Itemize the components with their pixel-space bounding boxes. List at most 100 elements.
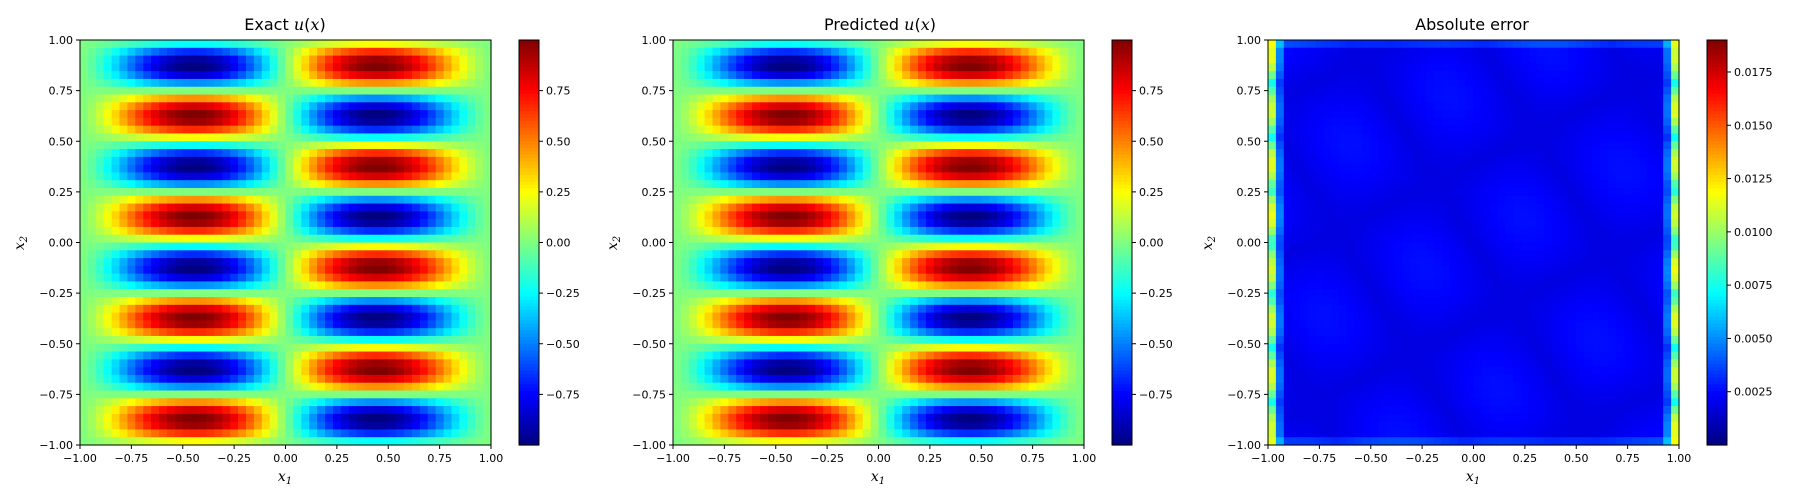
heatmap-cell: [364, 289, 374, 298]
heatmap-cell: [791, 343, 801, 353]
heatmap-cell: [680, 304, 690, 314]
heatmap-cell: [673, 226, 682, 236]
heatmap-cell: [372, 219, 381, 228]
heatmap-cell: [862, 250, 872, 259]
heatmap-cell: [348, 265, 358, 275]
heatmap-cell: [166, 320, 176, 329]
heatmap-cell: [159, 320, 168, 329]
colorbar-segment: [519, 269, 539, 274]
heatmap-cell: [119, 102, 129, 111]
heatmap-cell: [396, 125, 405, 135]
heatmap-cell: [103, 63, 113, 72]
heatmap-cell: [230, 265, 239, 275]
heatmap-cell: [459, 343, 468, 353]
heatmap-cell: [838, 63, 848, 72]
heatmap-cell: [372, 413, 381, 423]
heatmap-cell: [894, 211, 903, 220]
colorbar-segment: [519, 100, 539, 105]
heatmap-cell: [467, 265, 476, 275]
heatmap-cell: [483, 203, 492, 212]
heatmap-cell: [767, 250, 777, 259]
heatmap-cell: [404, 133, 413, 142]
colorbar-segment: [519, 175, 539, 179]
heatmap-cell: [404, 47, 413, 57]
heatmap-cell: [87, 110, 97, 119]
heatmap-cell: [380, 149, 389, 158]
heatmap-cell: [451, 40, 460, 49]
heatmap-cell: [277, 187, 287, 197]
heatmap-cell: [815, 94, 824, 103]
heatmap-cell: [182, 78, 192, 88]
heatmap-cell: [752, 351, 761, 360]
heatmap-cell: [356, 195, 366, 205]
heatmap-cell: [712, 406, 722, 415]
heatmap-cell: [838, 47, 848, 57]
heatmap-cell: [364, 226, 374, 236]
heatmap-cell: [182, 149, 192, 158]
heatmap-cell: [222, 71, 231, 80]
heatmap-cell: [696, 351, 706, 360]
heatmap-cell: [902, 335, 911, 345]
heatmap-cell: [483, 195, 492, 205]
heatmap-cell: [981, 335, 990, 345]
heatmap-cell: [870, 367, 880, 376]
heatmap-cell: [222, 382, 231, 392]
heatmap-cell: [459, 125, 468, 135]
heatmap-cell: [878, 312, 887, 321]
heatmap-cell: [728, 71, 737, 80]
heatmap-cell: [886, 437, 895, 446]
heatmap-cell: [277, 351, 287, 360]
colorbar-segment: [519, 357, 539, 362]
heatmap-cell: [317, 406, 326, 415]
heatmap-cell: [151, 320, 160, 329]
heatmap-cell: [807, 374, 816, 384]
heatmap-cell: [704, 265, 714, 275]
heatmap-cell: [886, 195, 895, 205]
heatmap-cell: [427, 110, 437, 119]
heatmap-cell: [127, 180, 136, 189]
heatmap-cell: [989, 63, 998, 72]
heatmap-cell: [435, 359, 445, 368]
heatmap-cell: [80, 413, 89, 423]
heatmap-cell: [182, 320, 192, 329]
heatmap-cell: [728, 320, 737, 329]
heatmap-cell: [222, 187, 231, 197]
heatmap-cell: [293, 172, 302, 181]
heatmap-cell: [269, 211, 279, 220]
heatmap-cell: [846, 180, 856, 189]
heatmap-cell: [941, 413, 951, 423]
heatmap-cell: [854, 203, 864, 212]
heatmap-cell: [143, 359, 152, 368]
heatmap-cell: [894, 437, 903, 446]
heatmap-cell: [720, 398, 729, 407]
heatmap-cell: [80, 125, 89, 135]
heatmap-cell: [317, 234, 326, 244]
heatmap-cell: [736, 289, 745, 298]
heatmap-cell: [744, 289, 753, 298]
heatmap-cell: [878, 273, 887, 283]
heatmap-cell: [704, 180, 714, 189]
heatmap-cell: [673, 234, 682, 244]
heatmap-cell: [111, 226, 121, 236]
heatmap-cell: [166, 421, 176, 431]
heatmap-cell: [348, 110, 358, 119]
heatmap-cell: [712, 55, 722, 64]
heatmap-cell: [467, 63, 476, 72]
heatmap-cell: [309, 367, 318, 376]
heatmap-cell: [862, 211, 872, 220]
heatmap-cell: [348, 172, 358, 181]
heatmap-cell: [111, 149, 121, 158]
heatmap-cell: [949, 304, 959, 314]
heatmap-cell: [364, 258, 374, 267]
heatmap-cell: [87, 55, 97, 64]
heatmap-cell: [712, 297, 722, 306]
heatmap-cell: [981, 110, 990, 119]
heatmap-cell: [372, 117, 381, 127]
heatmap-cell: [981, 374, 990, 384]
heatmap-cell: [427, 234, 437, 244]
heatmap-cell: [941, 437, 951, 446]
heatmap-cell: [957, 304, 967, 314]
heatmap-cell: [680, 86, 690, 96]
heatmap-cell: [680, 117, 690, 127]
heatmap-cell: [925, 242, 935, 251]
